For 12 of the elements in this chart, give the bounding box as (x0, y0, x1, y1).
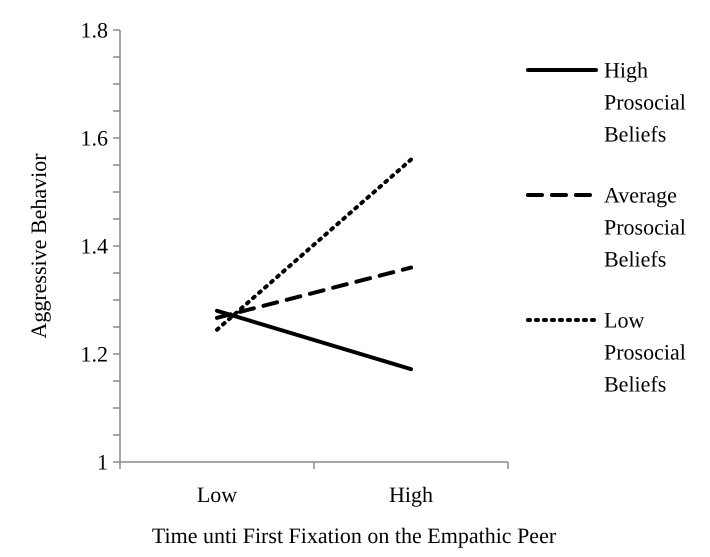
y-tick-label: 1.2 (80, 342, 108, 367)
y-tick-label: 1.4 (80, 234, 108, 259)
y-axis-title: Aggressive Behavior (26, 152, 51, 339)
y-tick-label: 1.6 (80, 126, 108, 151)
y-tick-label: 1 (97, 450, 108, 475)
legend-label: Low Prosocial Beliefs (604, 308, 686, 396)
y-tick-label: 1.8 (80, 18, 108, 43)
legend-label: High Prosocial Beliefs (604, 58, 686, 146)
x-axis-title: Time unti First Fixation on the Empathic Peer (152, 523, 557, 548)
x-tick-label: Low (196, 482, 238, 507)
legend-label: Average Prosocial Beliefs (604, 182, 686, 272)
x-tick-label: High (389, 482, 433, 507)
